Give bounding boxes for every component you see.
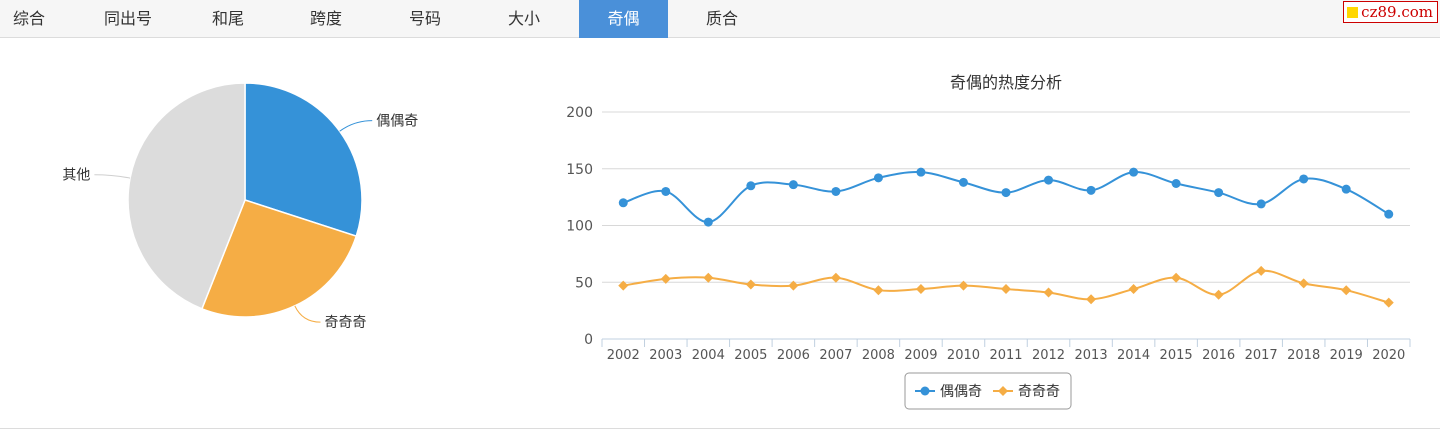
x-tick-label: 2019	[1330, 348, 1363, 363]
data-point[interactable]	[1001, 188, 1011, 198]
data-point[interactable]	[788, 180, 798, 190]
tab-bar: 综合 同出号 和尾 跨度 号码 大小 奇偶 质合 cz89.com	[0, 0, 1440, 38]
line-chart: 奇偶的热度分析 0 50 100 150 200 2002 2003 2004 2005 2006 2…	[566, 73, 1411, 410]
data-point[interactable]	[1086, 185, 1096, 195]
data-point[interactable]	[1171, 272, 1182, 283]
data-point[interactable]	[660, 273, 671, 284]
tab-zonghe[interactable]: 综合	[12, 9, 45, 28]
y-tick-label: 200	[566, 105, 593, 121]
data-point[interactable]	[916, 167, 926, 177]
legend-label: 偶偶奇	[940, 383, 982, 400]
data-point[interactable]	[1044, 175, 1054, 185]
data-point[interactable]	[1086, 294, 1097, 305]
pie-label: 其他	[62, 168, 90, 184]
x-tick-label: 2006	[777, 348, 810, 363]
x-tick-label: 2017	[1245, 348, 1278, 363]
x-tick-label: 2004	[692, 348, 725, 363]
x-tick-label: 2005	[734, 348, 767, 363]
data-point[interactable]	[1171, 179, 1181, 189]
pie-label: 奇奇奇	[324, 314, 366, 331]
tab-kuadu[interactable]: 跨度	[309, 9, 342, 28]
x-tick-label: 2018	[1287, 348, 1320, 363]
data-point[interactable]	[958, 177, 968, 187]
data-point[interactable]	[915, 284, 926, 295]
data-point[interactable]	[1299, 174, 1309, 184]
data-point[interactable]	[618, 280, 629, 291]
data-point[interactable]	[830, 272, 841, 283]
y-tick-label: 150	[566, 162, 593, 178]
pie-connector	[94, 174, 131, 179]
data-point[interactable]	[1128, 284, 1139, 295]
x-tick-label: 2011	[989, 348, 1022, 363]
data-point[interactable]	[1341, 184, 1351, 194]
pie-slice[interactable]	[244, 82, 363, 238]
x-tick-label: 2008	[862, 348, 895, 363]
data-point[interactable]	[746, 181, 756, 191]
data-point[interactable]	[1383, 297, 1394, 308]
chart-title: 奇偶的热度分析	[950, 73, 1062, 92]
legend-marker	[920, 386, 930, 396]
data-point[interactable]	[1213, 289, 1224, 300]
data-point[interactable]	[703, 272, 714, 283]
data-point[interactable]	[873, 173, 883, 183]
y-tick-label: 50	[575, 275, 593, 291]
data-point[interactable]	[1298, 278, 1309, 289]
legend-marker	[998, 386, 1008, 396]
pie-connector	[294, 305, 321, 323]
data-point[interactable]	[831, 186, 841, 196]
data-point[interactable]	[1256, 199, 1266, 209]
legend-label: 奇奇奇	[1018, 383, 1060, 400]
tab-daxiao[interactable]: 大小	[507, 9, 540, 28]
legend-item[interactable]: 奇奇奇	[993, 383, 1060, 400]
x-tick-label: 2007	[819, 348, 852, 363]
data-point[interactable]	[1043, 287, 1054, 298]
data-point[interactable]	[703, 217, 713, 227]
data-point[interactable]	[1129, 167, 1139, 177]
x-tick-label: 2014	[1117, 348, 1150, 363]
data-point[interactable]	[788, 280, 799, 291]
data-point[interactable]	[873, 285, 884, 296]
data-point[interactable]	[618, 198, 628, 208]
tab-hewei[interactable]: 和尾	[211, 9, 244, 28]
data-point[interactable]	[745, 279, 756, 290]
site-logo[interactable]: cz89.com	[1343, 1, 1438, 23]
legend-item[interactable]: 偶偶奇	[915, 383, 982, 400]
legend: 偶偶奇 奇奇奇	[904, 372, 1072, 410]
tab-jiou[interactable]: 奇偶	[579, 0, 668, 38]
logo-text: cz89.com	[1361, 3, 1433, 21]
data-point[interactable]	[1214, 188, 1224, 198]
x-tick-label: 2015	[1160, 348, 1193, 363]
pie-connector	[339, 120, 373, 132]
x-tick-label: 2012	[1032, 348, 1065, 363]
x-tick-label: 2009	[904, 348, 937, 363]
x-tick-label: 2002	[607, 348, 640, 363]
logo-square-icon	[1347, 6, 1359, 18]
data-point[interactable]	[1341, 285, 1352, 296]
x-tick-label: 2020	[1372, 348, 1405, 363]
legend-box	[904, 372, 1072, 410]
data-point[interactable]	[661, 186, 671, 196]
y-tick-label: 100	[566, 219, 593, 235]
data-point[interactable]	[958, 280, 969, 291]
bottom-divider	[0, 428, 1440, 429]
x-tick-label: 2016	[1202, 348, 1235, 363]
pie-label: 偶偶奇	[376, 113, 418, 130]
x-tick-label: 2013	[1075, 348, 1108, 363]
y-tick-label: 0	[584, 332, 593, 348]
data-point[interactable]	[1001, 284, 1011, 295]
data-point[interactable]	[1384, 209, 1394, 219]
tab-tongchuhao[interactable]: 同出号	[103, 9, 152, 28]
x-tick-label: 2010	[947, 348, 980, 363]
data-point[interactable]	[1256, 265, 1267, 276]
tab-haoma[interactable]: 号码	[408, 9, 441, 28]
tab-zhihe[interactable]: 质合	[705, 9, 738, 28]
x-tick-label: 2003	[649, 348, 682, 363]
